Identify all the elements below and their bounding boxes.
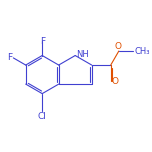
Text: Cl: Cl — [38, 112, 47, 121]
Text: CH₃: CH₃ — [134, 47, 150, 55]
Text: F: F — [7, 53, 12, 62]
Text: O: O — [112, 77, 119, 86]
Text: NH: NH — [76, 50, 89, 59]
Text: F: F — [40, 37, 45, 46]
Text: O: O — [115, 42, 122, 51]
